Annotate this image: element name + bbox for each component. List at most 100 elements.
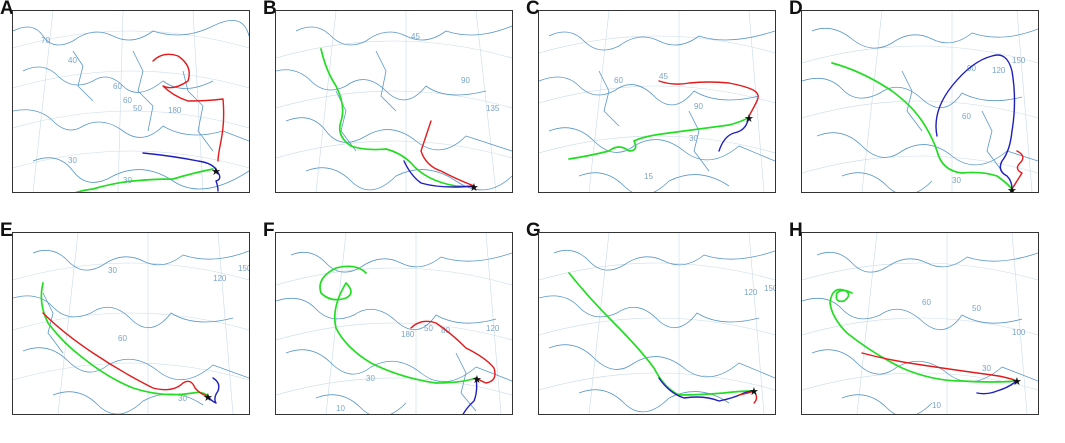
panel-letter: G (526, 220, 541, 241)
grid-label: 30 (178, 394, 187, 403)
grid-label: 180 (401, 330, 415, 339)
grid-label: 50 (972, 304, 981, 313)
grid-label: 50 (133, 104, 142, 113)
coastlines (276, 251, 512, 414)
grid-label: 120 (744, 288, 758, 297)
grid-label: 45 (659, 72, 668, 81)
grid-label: 30 (68, 156, 77, 165)
grid-label: 40 (68, 56, 77, 65)
green-trajectory (829, 288, 1018, 383)
grid-label: 15 (644, 172, 653, 181)
panel-letter: F (263, 220, 275, 241)
red-trajectory (410, 320, 496, 384)
grid-label: 30 (366, 374, 375, 383)
grid-label: 30 (952, 176, 961, 185)
grid-label: 10 (932, 401, 941, 410)
green-trajectory (40, 282, 209, 397)
grid-label: 120 (992, 66, 1006, 75)
grid-label: 30 (982, 364, 991, 373)
trajectory-map: 50 80 120 30 180 10 ★ (276, 233, 512, 414)
red-trajectory (420, 120, 475, 187)
red-trajectory (152, 53, 225, 162)
green-trajectory (319, 265, 477, 384)
graticule (276, 11, 512, 192)
panel-a: A 70 40 60 50 (0, 0, 252, 197)
green-trajectory (568, 272, 755, 396)
red-trajectory (738, 390, 758, 404)
map-c: 60 45 90 30 15 ★ (538, 10, 776, 193)
origin-marker: ★ (203, 391, 213, 404)
blue-trajectory (718, 116, 750, 152)
grid-label: 150 (1012, 56, 1026, 65)
grid-label: 60 (118, 334, 127, 343)
green-trajectory (74, 168, 214, 192)
map-a: 70 40 60 50 60 30 180 30 ★ (12, 10, 250, 193)
panel-c: C 60 45 90 30 15 (526, 0, 778, 197)
origin-marker: ★ (472, 373, 482, 386)
blue-trajectory (658, 377, 755, 402)
grid-label: 45 (411, 32, 420, 41)
blue-trajectory (462, 377, 478, 414)
trajectory-map: 45 90 135 ★ (276, 11, 512, 192)
grid-label: 50 (424, 324, 433, 333)
red-trajectory (658, 80, 759, 117)
grid-label: 150 (764, 284, 775, 293)
grid-label: 60 (123, 96, 132, 105)
coastlines (539, 249, 775, 413)
origin-marker: ★ (1007, 184, 1017, 192)
map-g: 120 150 ★ (538, 232, 776, 415)
green-trajectory (831, 62, 1013, 190)
grid-label: 90 (461, 76, 470, 85)
red-trajectory (861, 352, 1018, 382)
panel-e: E 30 120 150 60 30 (0, 220, 252, 419)
panel-letter: A (0, 0, 14, 19)
grid-label: 100 (1012, 328, 1026, 337)
graticule (539, 11, 775, 192)
panel-letter: H (789, 220, 803, 241)
panel-f: F 50 80 120 30 180 10 (263, 220, 515, 419)
coastlines (539, 30, 775, 192)
grid-label: 135 (486, 104, 500, 113)
coastlines (276, 25, 512, 191)
trajectory-map: 120 150 ★ (539, 233, 775, 414)
grid-label: 180 (168, 106, 182, 115)
green-trajectory (568, 116, 750, 160)
grid-label: 70 (41, 36, 50, 45)
green-trajectory (320, 48, 475, 188)
blue-trajectory (403, 160, 475, 188)
coastlines (13, 19, 249, 190)
trajectory-map: 60 45 90 30 15 ★ (539, 11, 775, 192)
trajectory-map: 70 40 60 50 60 30 180 30 ★ (13, 11, 249, 192)
graticule (539, 233, 775, 414)
panel-letter: D (789, 0, 803, 19)
panel-letter: B (263, 0, 277, 19)
red-trajectory (42, 312, 209, 397)
origin-marker: ★ (749, 385, 759, 398)
grid-label: 10 (336, 404, 345, 413)
grid-label: 150 (238, 264, 249, 273)
grid-label: 30 (689, 134, 698, 143)
panel-h: H 50 60 100 30 10 (789, 220, 1041, 419)
blue-trajectory (142, 152, 221, 192)
map-f: 50 80 120 30 180 10 ★ (275, 232, 513, 415)
origin-marker: ★ (211, 165, 221, 178)
map-d: 150 120 90 60 30 ★ (801, 10, 1039, 193)
blue-trajectory (207, 377, 220, 404)
origin-marker: ★ (744, 112, 754, 125)
panel-letter: E (0, 220, 13, 241)
grid-label: 60 (922, 298, 931, 307)
graticule (802, 11, 1038, 192)
coastlines (802, 27, 1038, 192)
grid-label: 60 (113, 82, 122, 91)
grid-label: 120 (213, 274, 227, 283)
map-h: 50 60 100 30 10 ★ (801, 232, 1039, 415)
blue-trajectory (935, 54, 1016, 190)
blue-trajectory (976, 380, 1018, 395)
grid-label: 60 (614, 76, 623, 85)
grid-label: 120 (486, 324, 500, 333)
grid-label: 30 (108, 266, 117, 275)
grid-label: 90 (694, 102, 703, 111)
graticule (802, 233, 1038, 414)
trajectory-map: 150 120 90 60 30 ★ (802, 11, 1038, 192)
panel-g: G 120 150 ★ (526, 220, 778, 419)
